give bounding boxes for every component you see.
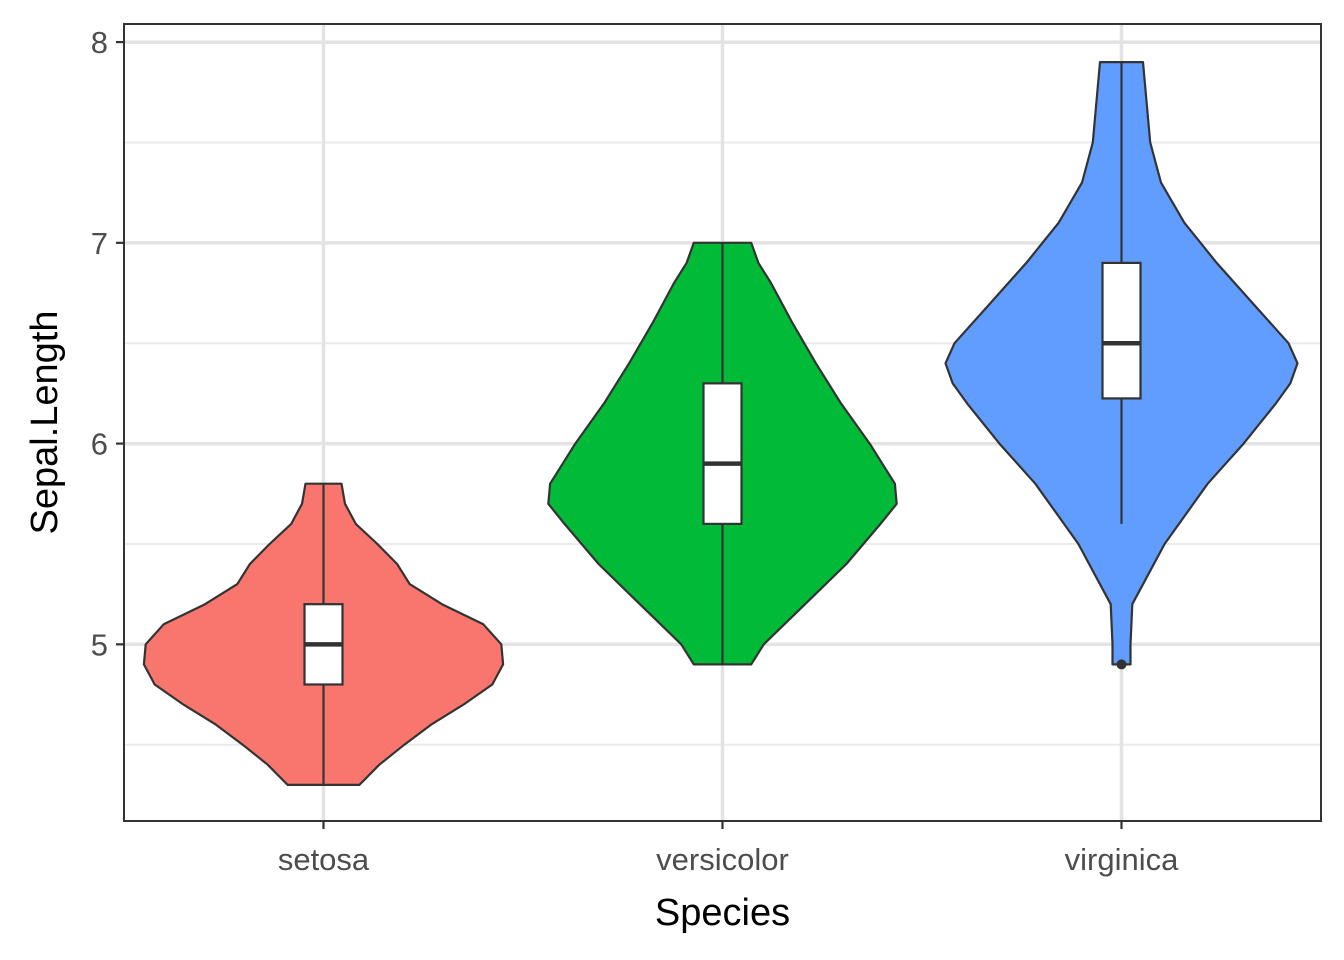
box-versicolor [702,382,743,525]
x-tick-label: versicolor [656,842,789,877]
y-tick-label: 6 [91,427,108,462]
y-tick-label: 5 [91,627,108,662]
outlier-point [1116,659,1127,670]
x-tick-label: setosa [278,842,370,877]
boxplot-layer [303,62,1142,785]
x-axis-title: Species [655,892,790,934]
y-tick-label: 8 [91,25,108,60]
y-axis-title: Sepal.Length [24,311,66,535]
axes: 5 6 7 8 setosa versicolor virginica [91,25,1179,877]
box-virginica [1101,261,1142,400]
x-tick-label: virginica [1065,842,1179,877]
y-tick-label: 7 [91,226,108,261]
